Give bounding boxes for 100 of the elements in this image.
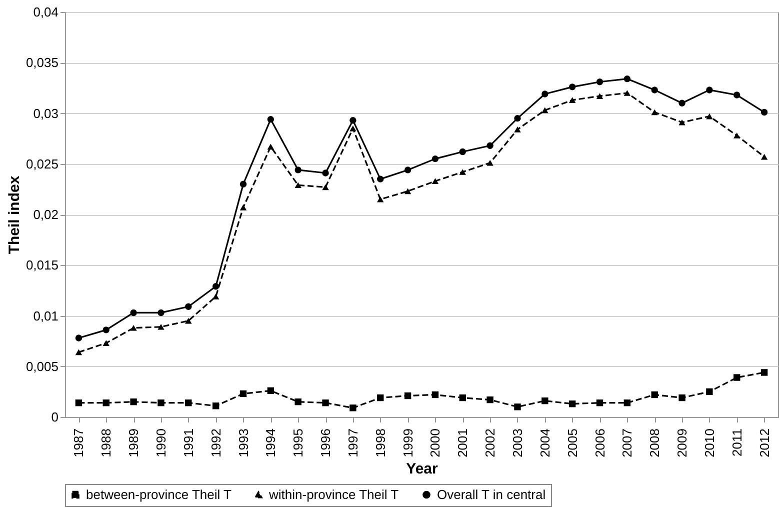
point (294, 398, 302, 406)
x-tick-label: 2008 (647, 428, 662, 458)
point (568, 400, 576, 408)
point (404, 392, 412, 400)
x-tick-label: 2004 (537, 428, 552, 458)
x-tick-label: 1996 (318, 428, 334, 458)
x-tick-label: 2000 (428, 428, 443, 458)
point (212, 283, 220, 290)
point (432, 155, 439, 162)
point (350, 126, 356, 132)
point (75, 399, 82, 406)
point (542, 90, 548, 98)
point (624, 90, 631, 96)
point (459, 148, 466, 156)
x-tick-label: 2006 (592, 428, 608, 458)
y-tick-label: 0,025 (26, 156, 58, 172)
point (568, 84, 576, 90)
point (158, 399, 164, 406)
point (734, 132, 740, 138)
point (267, 387, 274, 394)
y-axis-title: Theil index (6, 175, 23, 254)
point (459, 394, 466, 402)
x-tick-label: 2012 (756, 428, 772, 458)
y-tick-label: 0,03 (33, 106, 58, 121)
x-tick-label: 2003 (510, 428, 525, 458)
point (486, 396, 494, 404)
point (102, 399, 110, 406)
x-tick-label: 1998 (372, 428, 388, 458)
point (267, 144, 274, 150)
x-tick-label: 1988 (98, 428, 114, 458)
x-tick-label: 2011 (729, 428, 744, 456)
point (568, 97, 576, 103)
x-tick-label: 2007 (620, 428, 635, 458)
y-tick-label: 0 (51, 410, 58, 424)
point (432, 391, 439, 398)
point (75, 334, 82, 342)
point (322, 184, 329, 190)
point (322, 170, 329, 176)
point (760, 369, 768, 376)
point (185, 399, 192, 406)
point (678, 119, 686, 126)
x-tick-label: 2005 (564, 428, 580, 458)
point (514, 114, 521, 122)
point (706, 113, 713, 120)
x-tick-label: 1993 (236, 428, 251, 458)
point (651, 109, 658, 116)
x-tick-label: 2001 (455, 428, 470, 458)
point (102, 326, 110, 334)
point (734, 92, 740, 98)
x-tick-label: 1999 (400, 428, 416, 458)
point (459, 169, 466, 175)
point (102, 340, 110, 346)
point (651, 86, 658, 94)
x-tick-label: 2002 (482, 428, 498, 458)
point (185, 318, 192, 324)
point (240, 390, 247, 398)
point (596, 399, 604, 406)
x-tick-label: 1992 (208, 428, 224, 458)
point (760, 154, 768, 160)
point (596, 93, 604, 99)
point (542, 107, 548, 114)
legend-label: Overall T in central (437, 486, 546, 502)
point (212, 402, 220, 410)
y-tick-label: 0,015 (26, 258, 58, 273)
legend-label: between-province Theil T (86, 486, 232, 502)
point (678, 394, 686, 402)
x-tick-label: 1989 (126, 428, 142, 458)
point (158, 324, 164, 330)
y-tick-label: 0,005 (26, 358, 58, 374)
point (514, 404, 521, 410)
point (678, 100, 686, 106)
x-tick-label: 2009 (674, 428, 690, 458)
point (624, 75, 631, 82)
x-tick-label: 1995 (290, 428, 306, 458)
x-tick-label: 1997 (345, 428, 360, 458)
x-tick-label: 1990 (153, 428, 168, 458)
point (542, 397, 548, 404)
point (294, 182, 302, 188)
x-axis-title: Year (406, 460, 438, 478)
point (322, 399, 329, 406)
point (760, 108, 768, 116)
point (185, 303, 192, 310)
x-tick-label: 1994 (263, 428, 278, 458)
point (350, 404, 356, 412)
point (432, 178, 439, 184)
point (514, 126, 521, 132)
legend-label: within-province Theil T (268, 486, 399, 502)
point (734, 374, 740, 381)
point (267, 116, 274, 123)
point (404, 188, 412, 194)
point (212, 294, 220, 300)
point (130, 309, 137, 316)
x-tick-label: 1987 (71, 428, 86, 458)
point (651, 391, 658, 398)
y-tick-label: 0,01 (33, 308, 58, 324)
point (350, 116, 356, 124)
point (130, 398, 137, 406)
point (706, 86, 713, 94)
point (75, 349, 82, 356)
x-tick-label: 1991 (180, 428, 196, 458)
